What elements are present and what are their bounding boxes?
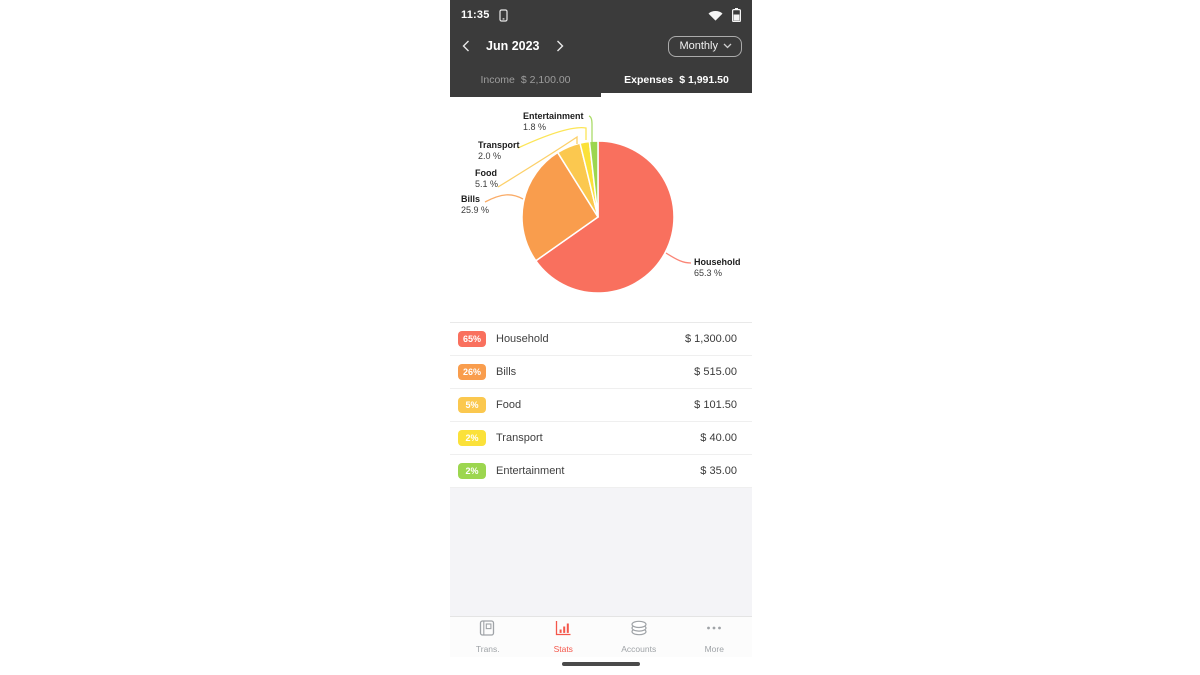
period-selector-label: Monthly <box>679 39 718 52</box>
pie-label-percent: 5.1 % <box>475 179 499 189</box>
chevron-left-icon[interactable] <box>456 36 476 56</box>
pie-label-percent: 65.3 % <box>694 268 723 278</box>
stats-icon <box>555 620 572 641</box>
leader-line-food <box>497 135 578 188</box>
category-amount: $ 515.00 <box>694 366 737 378</box>
percent-badge: 2% <box>458 463 486 479</box>
pie-label-name: Household <box>694 257 741 267</box>
nav-item-accounts[interactable]: Accounts <box>601 617 677 657</box>
pie-label-percent: 1.8 % <box>523 122 547 132</box>
home-indicator[interactable] <box>562 662 640 666</box>
income-expense-tabs: Income $ 2,100.00 Expenses $ 1,991.50 <box>450 66 752 93</box>
nav-item-label: Accounts <box>621 644 657 654</box>
category-name: Bills <box>496 366 517 378</box>
category-name: Transport <box>496 432 543 444</box>
tab-expenses-label: Expenses <box>624 73 674 86</box>
category-legend-list: 65% Household $ 1,300.00 26% Bills $ 515.00 5%… <box>450 322 752 488</box>
nav-item-label: Trans. <box>475 644 500 654</box>
more-icon <box>705 620 723 641</box>
pie-label-entertainment: Entertainment 1.8 % <box>523 111 584 133</box>
category-amount: $ 40.00 <box>700 432 737 444</box>
pie-label-bills: Bills 25.9 % <box>461 194 489 216</box>
nav-item-stats[interactable]: Stats <box>526 617 602 657</box>
ledger-icon <box>479 620 496 641</box>
expense-pie-chart: Household 65.3 % Bills 25.9 % Food 5.1 % Trans… <box>450 97 752 322</box>
category-name: Entertainment <box>496 465 565 477</box>
tab-income-amount: $ 2,100.00 <box>520 73 571 86</box>
category-name: Household <box>496 333 549 345</box>
legend-row-transport[interactable]: 2% Transport $ 40.00 <box>450 422 752 455</box>
status-bar: 11:35 <box>450 0 752 30</box>
legend-row-entertainment[interactable]: 2% Entertainment $ 35.00 <box>450 455 752 488</box>
tab-expenses-amount: $ 1,991.50 <box>679 73 729 86</box>
pie-label-household: Household 65.3 % <box>694 257 741 279</box>
pie-label-percent: 25.9 % <box>461 205 490 215</box>
tab-income[interactable]: Income $ 2,100.00 <box>450 66 601 93</box>
bottom-navigation: Trans. Stats Accounts More <box>450 616 752 657</box>
leader-line-household <box>665 252 692 264</box>
tab-underline-strip <box>450 93 752 97</box>
wifi-icon <box>708 9 723 21</box>
tab-expenses[interactable]: Expenses $ 1,991.50 <box>601 66 752 93</box>
battery-icon <box>732 8 741 22</box>
phone-screen: 11:35 Jun 2023 Monthly <box>450 0 752 675</box>
nav-item-trans[interactable]: Trans. <box>450 617 526 657</box>
percent-badge: 2% <box>458 430 486 446</box>
pie-label-transport: Transport 2.0 % <box>478 140 520 162</box>
leader-line-bills <box>484 194 524 203</box>
pie-label-name: Food <box>475 168 497 178</box>
leader-line-transport <box>517 127 587 149</box>
percent-badge: 5% <box>458 397 486 413</box>
chevron-right-icon[interactable] <box>550 36 570 56</box>
pie-label-food: Food 5.1 % <box>475 168 498 190</box>
app-header: 11:35 Jun 2023 Monthly <box>450 0 752 93</box>
legend-row-household[interactable]: 65% Household $ 1,300.00 <box>450 323 752 356</box>
pie-slice-household[interactable] <box>535 140 675 294</box>
leader-line-entertainment <box>588 115 593 145</box>
legend-row-food[interactable]: 5% Food $ 101.50 <box>450 389 752 422</box>
month-navigation: Jun 2023 Monthly <box>450 30 752 62</box>
nav-item-label: Stats <box>553 644 573 654</box>
legend-row-bills[interactable]: 26% Bills $ 515.00 <box>450 356 752 389</box>
category-amount: $ 101.50 <box>694 399 737 411</box>
pie-svg <box>484 115 692 294</box>
category-amount: $ 1,300.00 <box>685 333 737 345</box>
tab-underline-income <box>450 93 601 97</box>
accounts-icon <box>630 620 648 641</box>
pie-slice-bills[interactable] <box>521 151 599 262</box>
pie-label-percent: 2.0 % <box>478 151 502 161</box>
pie-label-name: Bills <box>461 194 481 204</box>
nav-item-more[interactable]: More <box>677 617 753 657</box>
tab-income-label: Income <box>480 73 515 86</box>
chevron-down-icon <box>723 43 732 48</box>
period-selector-button[interactable]: Monthly <box>668 35 742 57</box>
status-time: 11:35 <box>461 9 490 21</box>
gesture-area <box>450 657 752 675</box>
category-amount: $ 35.00 <box>700 465 737 477</box>
percent-badge: 65% <box>458 331 486 347</box>
pie-label-name: Transport <box>478 140 520 150</box>
tab-underline-expenses <box>601 93 752 97</box>
empty-area <box>450 488 752 616</box>
current-month-label: Jun 2023 <box>486 39 540 53</box>
nav-item-label: More <box>704 644 724 654</box>
percent-badge: 26% <box>458 364 486 380</box>
pie-slice-entertainment[interactable] <box>588 140 599 218</box>
phone-vibrate-icon <box>498 8 508 22</box>
category-name: Food <box>496 399 522 411</box>
pie-label-name: Entertainment <box>523 111 584 121</box>
